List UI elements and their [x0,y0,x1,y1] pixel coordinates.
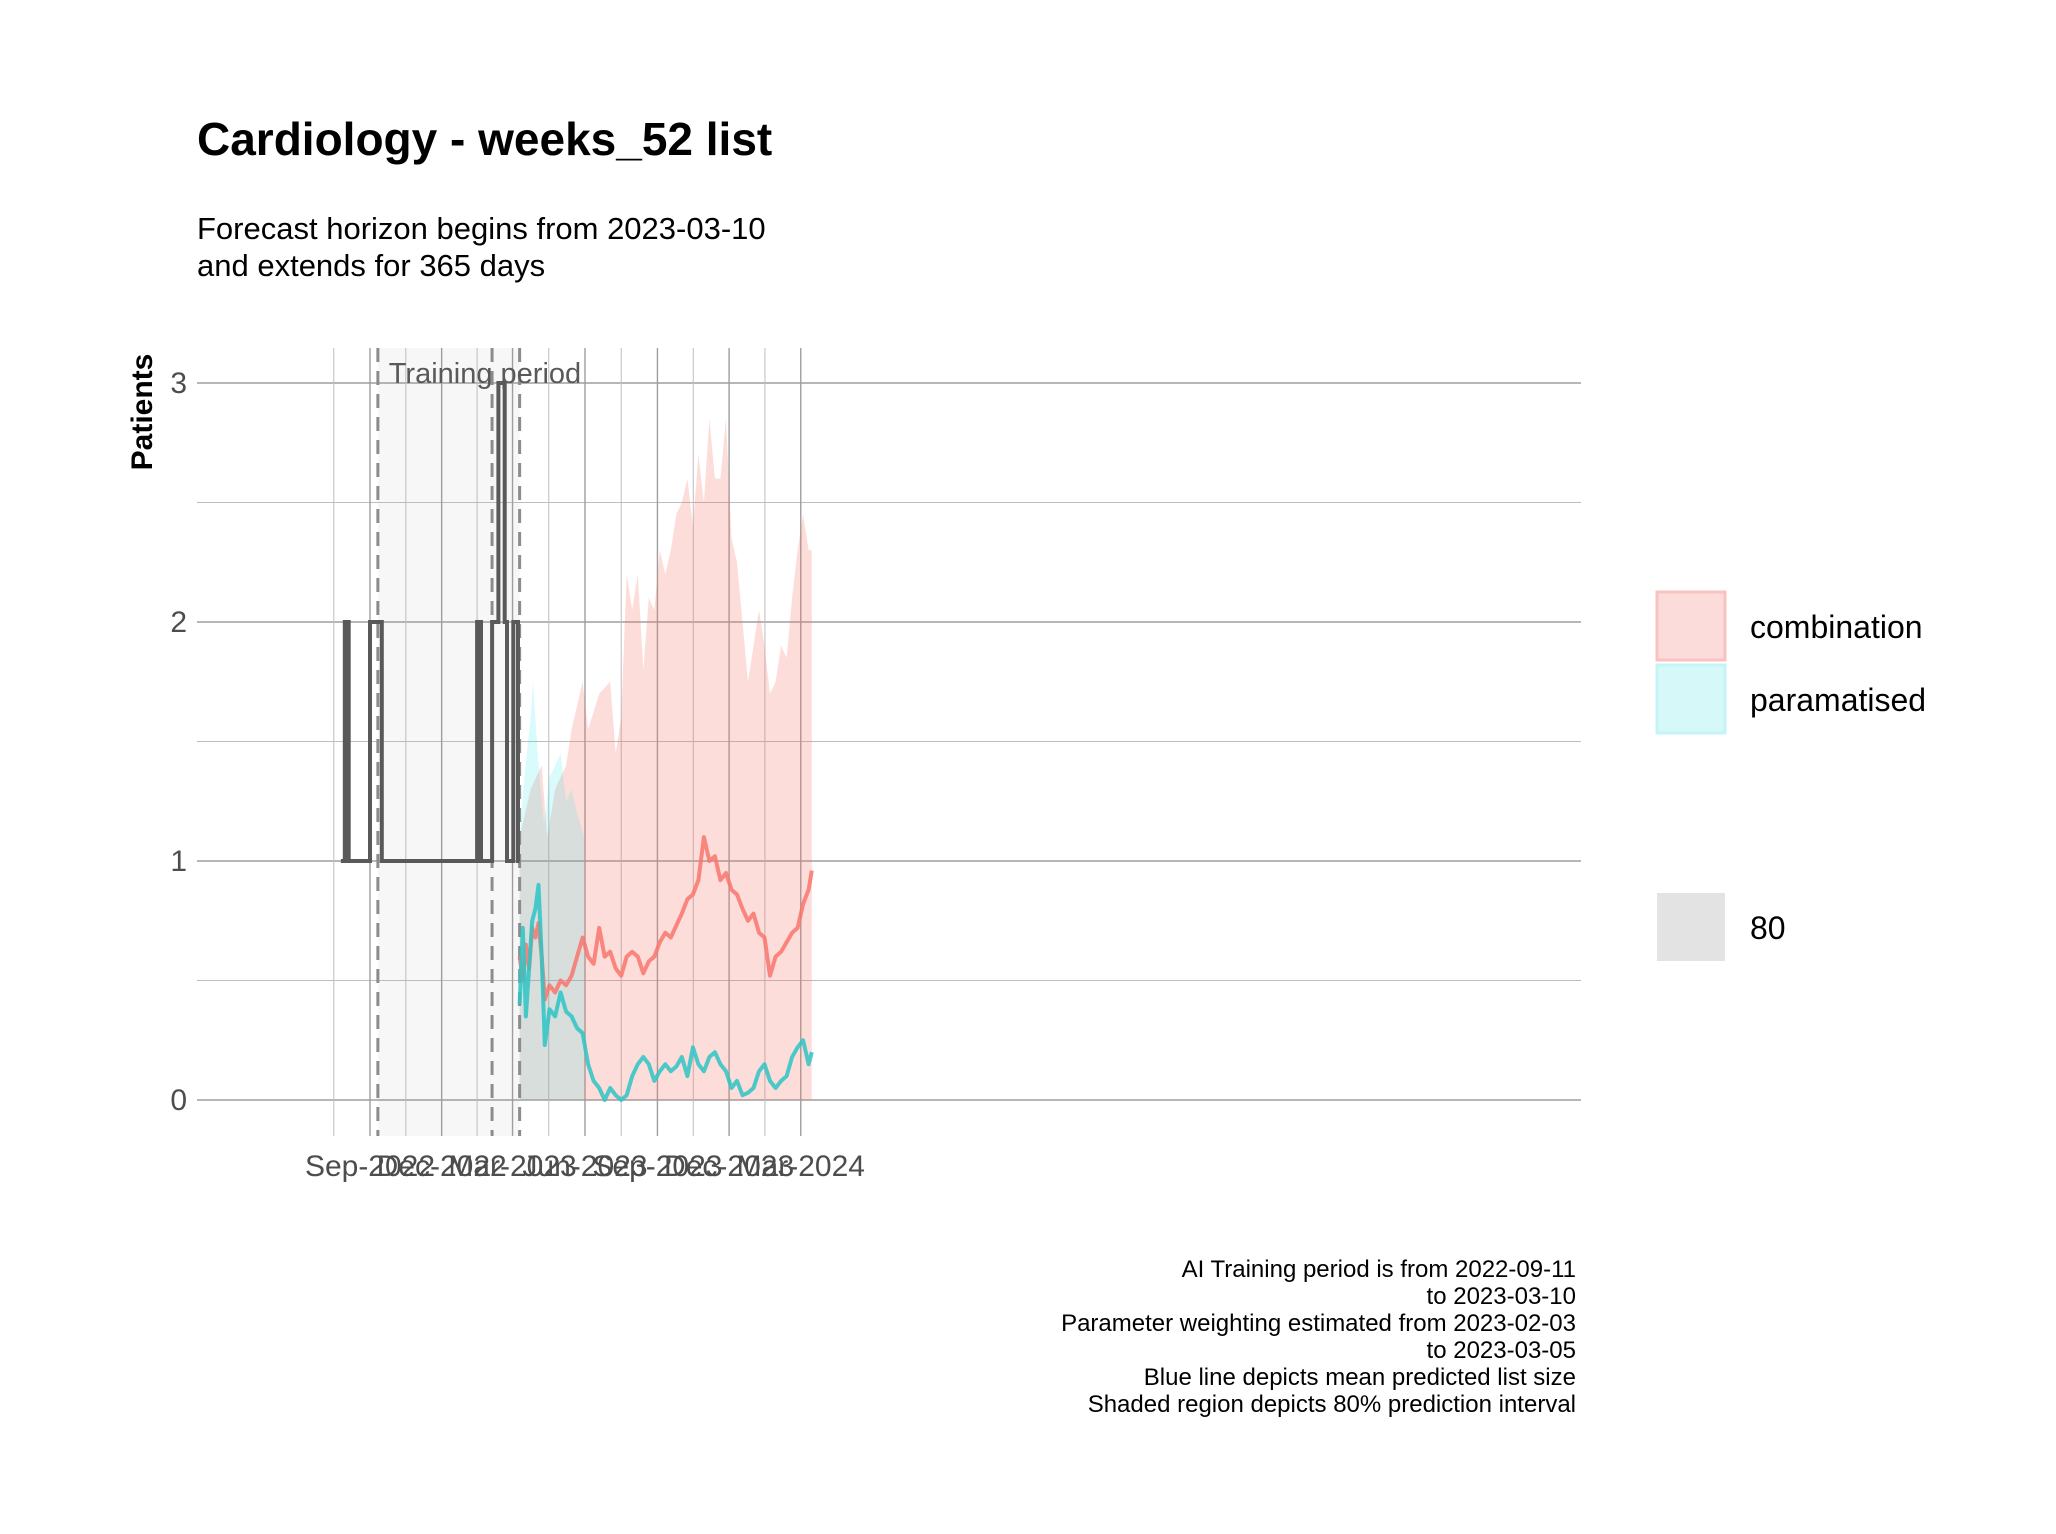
y-tick-label: 0 [170,1084,187,1117]
legend-label-level: 80 [1750,910,1786,946]
x-tick-label: Sep-2023 [592,1150,722,1183]
legend-label-paramatised: paramatised [1750,682,1926,718]
y-tick-label: 2 [170,606,187,639]
legend-key-combination [1655,590,1727,662]
y-tick-label: 3 [170,367,187,400]
combination-interval-ribbon [519,418,812,1100]
x-tick-label: Sep-2022 [305,1150,435,1183]
combination-mean-line [517,835,814,1002]
legend-key-paramatised [1655,663,1727,735]
x-tick-label: Dec-2022 [377,1150,507,1183]
actual-line [340,381,520,863]
x-tick-label: Jun-2023 [522,1150,647,1183]
paramatised-mean-line [517,882,814,1102]
y-axis-label: Patients [126,354,159,471]
legend-key-level [1657,893,1725,961]
paramatised-interval-ribbon [519,681,585,1100]
chart-caption: AI Training period is from 2022-09-11 to… [1061,1256,1576,1418]
chart-subtitle: Forecast horizon begins from 2023-03-10 … [197,211,766,283]
x-tick-label: Dec-2023 [664,1150,794,1183]
chart-title: Cardiology - weeks_52 list [197,113,773,165]
x-tick-label: Mar-2024 [737,1150,865,1183]
training-period-label: Training period [389,358,581,390]
y-tick-label: 1 [170,845,187,878]
x-tick-label: Mar-2023 [448,1150,576,1183]
legend-label-combination: combination [1750,609,1923,645]
